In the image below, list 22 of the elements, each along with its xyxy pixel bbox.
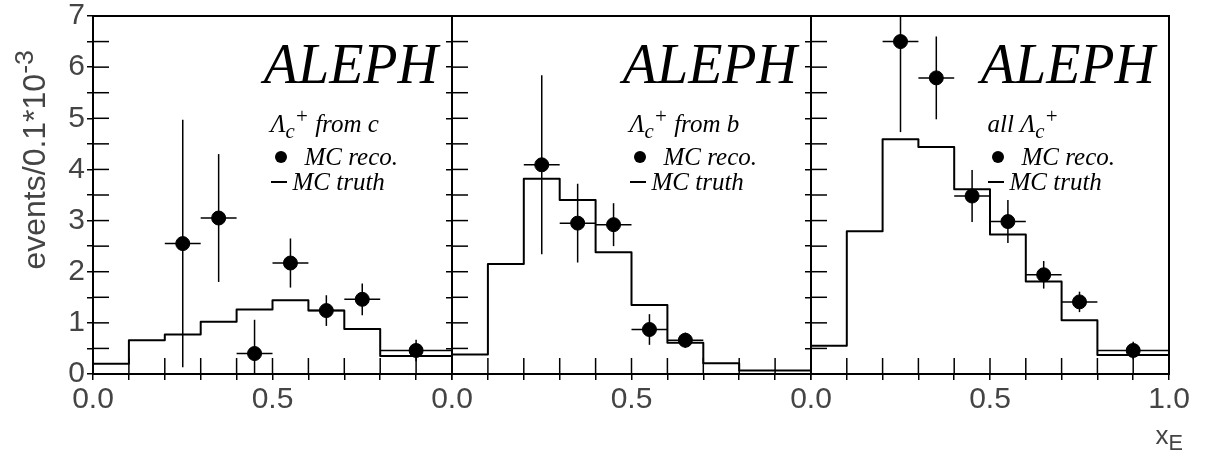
y-tick-label: 4 [68,150,85,184]
legend-label: MC truth [292,168,385,196]
x-tick-label: 0.0 [790,381,832,415]
y-tick-label: 1 [68,304,85,338]
y-tick-label: 6 [68,48,85,82]
legend-label: MC truth [651,168,744,196]
legend-label: MC reco. [1021,143,1115,171]
x-tick-label: 0.5 [610,381,653,415]
x-axis-title: x$_{E}$ [1155,420,1183,457]
legend-label: MC truth [1009,168,1102,196]
y-tick-label: 3 [68,201,85,235]
legend-label: MC reco. [663,143,757,171]
x-tick-label: 0.5 [969,381,1011,415]
legend-title: Λ$_{c}$$^{+}$ from c [270,104,380,145]
y-tick-label: 5 [68,99,85,133]
legend-label: MC reco. [304,143,398,171]
y-tick-label: 7 [68,0,85,31]
x-tick-label: 1.0 [1148,381,1190,415]
x-tick-label: 0.0 [431,381,473,415]
y-tick-label: 2 [68,252,85,286]
x-tick-label: 0.5 [251,381,294,415]
legend-title: Λ$_{c}$$^{+}$ from b [629,104,741,145]
